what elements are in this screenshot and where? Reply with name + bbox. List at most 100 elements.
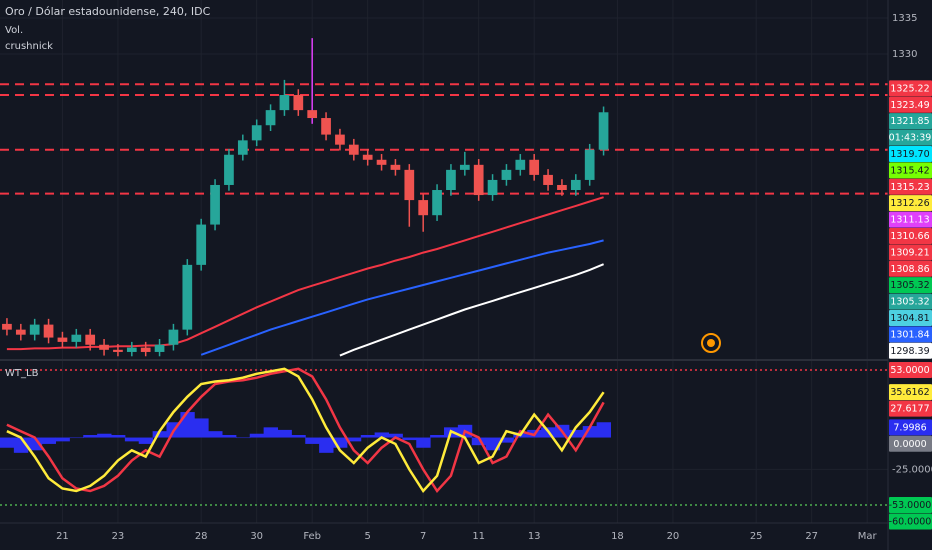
candle-body xyxy=(2,323,12,330)
x-tick-label: 5 xyxy=(365,531,371,542)
event-icon-dot[interactable] xyxy=(707,339,715,347)
histogram-bar xyxy=(416,437,431,448)
price-label: 53.0000 xyxy=(890,365,929,376)
event-icon[interactable] xyxy=(701,333,721,353)
price-label: 1315.23 xyxy=(890,182,929,193)
price-label-bg xyxy=(889,145,932,162)
histogram-bar xyxy=(69,437,84,439)
countdown: 01:43:39 xyxy=(889,133,932,144)
y-tick-label: 1330 xyxy=(892,49,917,60)
oscillator-line xyxy=(6,367,605,494)
candle-body xyxy=(265,110,276,126)
price-label-bg xyxy=(889,227,932,244)
price-label-bg xyxy=(889,162,932,179)
candle-body xyxy=(404,169,415,201)
x-tick-label: 27 xyxy=(805,531,818,542)
x-tick-label: 13 xyxy=(528,531,541,542)
price-label: 1301.84 xyxy=(890,329,929,340)
candle-body xyxy=(29,324,40,335)
histogram-bar xyxy=(388,433,403,438)
candle-body xyxy=(446,169,456,191)
candle-body xyxy=(293,95,304,111)
candle-body xyxy=(15,329,26,335)
candle-body xyxy=(515,159,526,170)
histogram-bar xyxy=(55,437,70,442)
symbol-title: Oro / Dólar estadounidense, 240, IDC xyxy=(5,5,211,18)
x-tick-label: 23 xyxy=(112,531,125,542)
histogram-bar xyxy=(568,429,584,438)
price-label-bg xyxy=(889,244,932,261)
price-label: 1304.81 xyxy=(890,313,929,324)
indicator-label: crushnick xyxy=(5,41,53,52)
candle-body xyxy=(376,159,387,165)
price-label: 1315.42 xyxy=(890,165,929,176)
x-tick-label: 18 xyxy=(611,531,624,542)
price-label-bg xyxy=(889,260,932,277)
histogram-bar xyxy=(319,437,334,453)
price-label-bg xyxy=(889,277,932,294)
candle-body xyxy=(557,184,567,191)
histogram-bar xyxy=(97,433,112,438)
x-tick-label: 28 xyxy=(195,531,208,542)
candle-body xyxy=(57,337,68,342)
histogram-bar xyxy=(41,437,56,444)
price-label-bg xyxy=(889,362,932,379)
indicator-label: Vol. xyxy=(5,25,23,36)
price-label: 1305.32 xyxy=(890,297,929,308)
candle-body xyxy=(210,184,220,225)
candle-body xyxy=(182,264,193,330)
price-label: 27.6177 xyxy=(890,404,929,415)
candle-body xyxy=(251,125,262,141)
histogram-bar xyxy=(235,437,251,439)
x-tick-label: 30 xyxy=(250,531,263,542)
histogram-bar xyxy=(582,426,598,438)
price-label: 1310.66 xyxy=(890,231,929,242)
price-label-bg xyxy=(889,211,932,228)
candle-body xyxy=(335,134,345,145)
candle-body xyxy=(85,334,96,345)
x-tick-label: 20 xyxy=(667,531,680,542)
candle-body xyxy=(584,149,595,180)
moving-average xyxy=(200,239,604,356)
candle-body xyxy=(501,169,512,180)
x-tick-label: Feb xyxy=(303,531,321,542)
histogram-bar xyxy=(471,437,487,446)
candle-body xyxy=(459,164,470,170)
price-label: 1325.22 xyxy=(890,83,929,94)
histogram-bar xyxy=(430,434,445,438)
candle-body xyxy=(348,144,359,155)
price-label: -53.0000 xyxy=(889,500,932,511)
histogram-bar xyxy=(291,434,306,438)
candle-body xyxy=(154,344,165,352)
histogram-bar xyxy=(152,431,167,438)
candle-body xyxy=(570,179,581,191)
moving-average xyxy=(339,263,604,357)
candle-body xyxy=(362,154,373,160)
price-label: 1305.32 xyxy=(890,280,929,291)
oscillator-title: WT_LB xyxy=(5,368,39,379)
candle-body xyxy=(307,110,318,119)
histogram-bar xyxy=(138,437,154,444)
x-tick-label: 25 xyxy=(750,531,763,542)
histogram-bar xyxy=(124,437,140,442)
y-tick-label: -25.0000 xyxy=(892,464,932,475)
histogram-bar xyxy=(83,434,98,438)
price-label-bg xyxy=(889,326,932,343)
candle-body xyxy=(237,140,248,155)
price-label-bg xyxy=(889,384,932,401)
candle-body xyxy=(487,179,498,196)
price-label: 7.9986 xyxy=(893,422,926,433)
price-label-bg xyxy=(889,513,932,530)
price-label-bg xyxy=(889,309,932,326)
candle-body xyxy=(140,347,151,352)
histogram-bar xyxy=(249,433,265,438)
price-label: 1319.70 xyxy=(890,149,929,160)
plot-area xyxy=(0,0,888,523)
histogram-bar xyxy=(208,431,223,438)
price-label-bg xyxy=(889,195,932,212)
x-tick-label: 21 xyxy=(56,531,69,542)
price-label: 0.0000 xyxy=(893,439,926,450)
